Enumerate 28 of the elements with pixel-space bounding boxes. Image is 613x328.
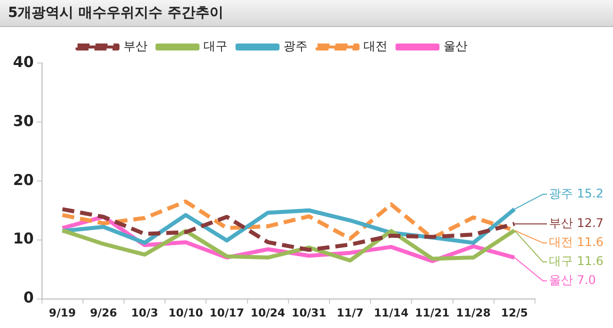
x-tick-label: 11/14 [374,306,409,320]
x-tick-label: 9/19 [48,306,76,320]
x-tick-label: 10/17 [209,306,244,320]
x-tick-label: 10/31 [292,306,326,320]
y-tick-label: 40 [13,52,34,71]
x-tick-label: 11/28 [456,306,491,320]
y-tick-label: 0 [23,288,34,307]
legend-label: 광주 [284,39,308,54]
y-tick-label: 20 [13,170,34,189]
text: 부산 12.7 [549,216,604,230]
x-tick-label: 11/7 [336,306,364,320]
legend-label: 대구 [204,39,228,54]
text: 대구 11.6 [549,254,604,268]
legend-label: 대전 [364,39,388,54]
text: 울산 7.0 [549,273,596,288]
x-tick-label: 10/10 [168,306,204,320]
x-tick-label: 10/24 [250,306,286,320]
x-tick-label: 12/5 [500,306,528,320]
chart-title: 5개광역시 매수우위지수 주간추이 [0,0,613,27]
legend-label: 부산 [124,39,148,54]
y-tick-label: 10 [13,230,34,248]
text: 광주 15.2 [549,186,604,200]
legend-label: 울산 [444,39,468,54]
x-tick-label: 9/26 [90,306,118,320]
x-tick-label: 10/3 [131,306,158,320]
x-tick-label: 11/21 [414,306,450,320]
text: 대전 11.6 [549,235,604,250]
y-tick-label: 30 [13,112,34,130]
